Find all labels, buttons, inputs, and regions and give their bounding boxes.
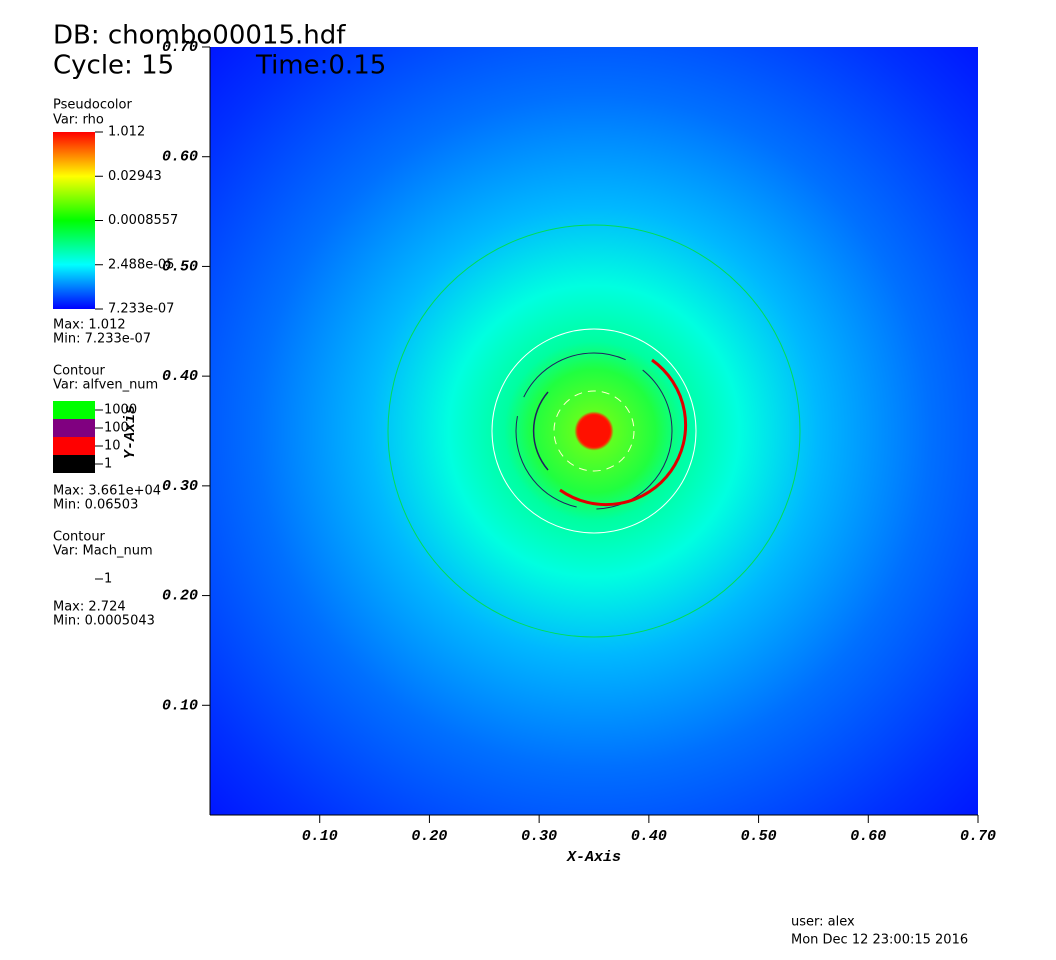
color-bar-label: 2.488e-05 bbox=[108, 257, 174, 272]
legend-max: Max: 3.661e+04 bbox=[53, 484, 161, 499]
contour-legend: 1000 100 10 1 bbox=[53, 401, 137, 473]
y-tick-label: 0.70 bbox=[162, 39, 198, 56]
x-tick-label: 0.60 bbox=[850, 828, 886, 845]
legend-plot: Contour bbox=[53, 530, 106, 545]
time: Time:0.15 bbox=[255, 51, 386, 81]
legend-min: Min: 0.0005043 bbox=[53, 614, 155, 629]
legend-max: Max: 2.724 bbox=[53, 600, 126, 615]
contour-level: 10 bbox=[104, 439, 121, 454]
legend-var: Var: rho bbox=[53, 113, 104, 128]
y-axis-title: Y-Axis bbox=[122, 405, 139, 459]
contour bbox=[532, 391, 549, 471]
color-bar-label: 1.012 bbox=[108, 125, 145, 140]
y-tick-label: 0.10 bbox=[162, 697, 198, 714]
y-tick-label: 0.30 bbox=[162, 478, 198, 495]
contour-level: 1 bbox=[104, 572, 112, 587]
color-bar bbox=[53, 132, 95, 309]
x-tick-label: 0.20 bbox=[411, 828, 447, 845]
y-tick-label: 0.40 bbox=[162, 368, 198, 385]
color-bar-label: 7.233e-07 bbox=[108, 302, 174, 317]
legend-max: Max: 1.012 bbox=[53, 318, 126, 333]
contour-level: 100 bbox=[104, 421, 129, 436]
contour-legend: 1 bbox=[95, 572, 112, 587]
contour bbox=[387, 224, 801, 638]
x-axis-title: X-Axis bbox=[566, 849, 621, 866]
y-tick-label: 0.60 bbox=[162, 149, 198, 166]
db-name: DB: chombo00015.hdf bbox=[53, 21, 346, 51]
y-tick-label: 0.50 bbox=[162, 258, 198, 275]
color-bar-labels: 1.012 0.02943 0.0008557 2.488e-05 7.233e-07 bbox=[95, 125, 178, 317]
legend-var: Var: Mach_num bbox=[53, 544, 153, 559]
core bbox=[578, 415, 610, 447]
contour-swatch bbox=[53, 419, 95, 437]
contour-level: 1 bbox=[104, 457, 112, 472]
x-tick-label: 0.50 bbox=[741, 828, 777, 845]
x-tick-label: 0.70 bbox=[960, 828, 996, 845]
contour bbox=[559, 358, 688, 507]
contour bbox=[553, 390, 635, 472]
user: user: alex bbox=[791, 915, 855, 930]
contour-level: 1000 bbox=[104, 403, 137, 418]
x-tick-label: 0.30 bbox=[521, 828, 557, 845]
axes: X-Axis Y-Axis 0.10 0.20 0.30 0.40 0.50 0.60 0.… bbox=[122, 39, 996, 866]
contour-swatch bbox=[53, 437, 95, 455]
contour-swatch bbox=[53, 401, 95, 419]
contour-swatch bbox=[53, 455, 95, 473]
y-tick-label: 0.20 bbox=[162, 588, 198, 605]
legend-min: Min: 0.06503 bbox=[53, 498, 138, 513]
legend-plot: Contour bbox=[53, 364, 106, 379]
contour bbox=[515, 352, 673, 510]
legend-var: Var: alfven_num bbox=[53, 378, 158, 393]
contour bbox=[491, 328, 697, 534]
cycle: Cycle: 15 bbox=[53, 51, 174, 81]
legend-plot: Pseudocolor bbox=[53, 98, 132, 113]
legend-min: Min: 7.233e-07 bbox=[53, 332, 151, 347]
color-bar-label: 0.02943 bbox=[108, 169, 162, 184]
x-tick-label: 0.10 bbox=[302, 828, 338, 845]
plot-area bbox=[210, 47, 978, 815]
x-tick-label: 0.40 bbox=[631, 828, 667, 845]
color-bar-label: 0.0008557 bbox=[108, 213, 178, 228]
date: Mon Dec 12 23:00:15 2016 bbox=[791, 933, 968, 948]
